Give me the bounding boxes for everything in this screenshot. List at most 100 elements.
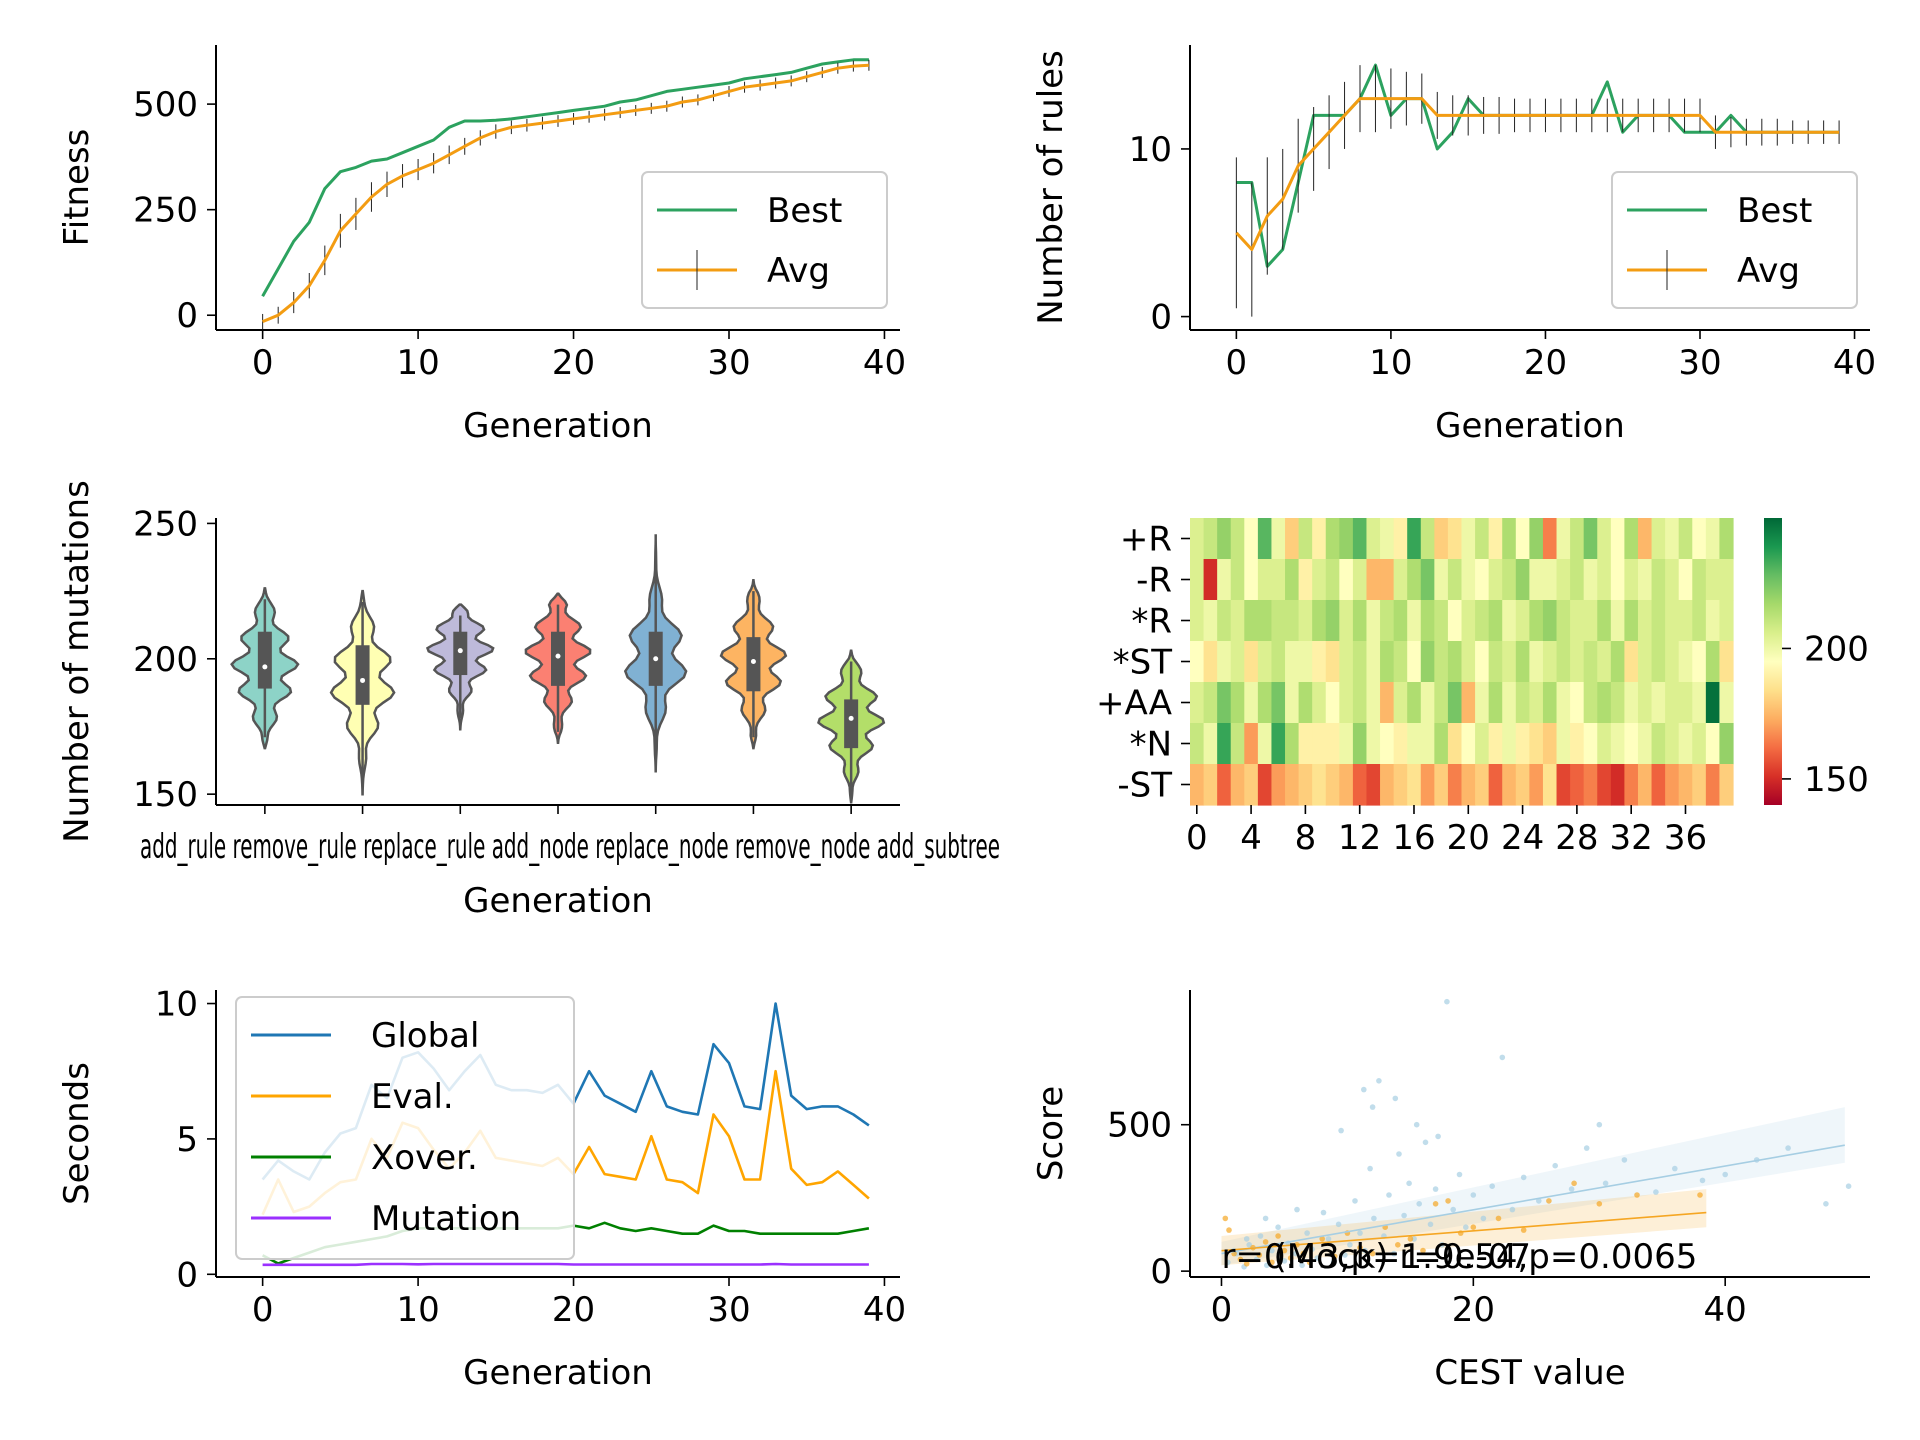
heatmap-cell <box>1556 600 1571 642</box>
heatmap-cell <box>1366 518 1381 560</box>
heatmap-col-label: 8 <box>1295 818 1317 858</box>
heatmap-cell <box>1285 764 1300 806</box>
heatmap-cell <box>1570 559 1585 601</box>
cest-point-orange <box>1237 1256 1244 1263</box>
violin-median <box>262 664 268 670</box>
heatmap-cell <box>1407 764 1422 806</box>
mutations-panel: 150 200 250 add_rule remove_rule replace_ru… <box>57 480 1000 921</box>
heatmap-cell <box>1651 764 1666 806</box>
heatmap-cell <box>1583 764 1598 806</box>
heatmap-cell <box>1678 559 1693 601</box>
heatmap-cell <box>1203 723 1218 765</box>
heatmap-col-label: 20 <box>1447 818 1490 858</box>
heatmap-cell <box>1719 682 1734 724</box>
cest-point-blue <box>1293 1250 1299 1257</box>
cest-point-blue <box>1357 1230 1363 1236</box>
heatmap-cell <box>1515 641 1530 683</box>
cest-point-blue <box>1391 1250 1397 1257</box>
heatmap-cell <box>1230 518 1245 560</box>
heatmap-cell <box>1312 764 1327 806</box>
heatmap-cell <box>1325 518 1340 560</box>
heatmap-row-label: -R <box>1136 561 1172 601</box>
rules-y-axis-label: Number of rules <box>1031 50 1071 325</box>
heatmap-cell <box>1624 600 1639 642</box>
heatmap-cell <box>1488 518 1503 560</box>
cest-point-blue <box>1463 1224 1469 1230</box>
fitness-y-tick-label: 0 <box>176 296 198 336</box>
heatmap-cell <box>1230 764 1245 806</box>
cest-point-blue <box>1456 1171 1463 1178</box>
timing-x-tick-label: 10 <box>396 1290 439 1330</box>
heatmap-cell <box>1610 764 1625 806</box>
heatmap-cell <box>1217 518 1232 560</box>
heatmap-row-label: -ST <box>1117 766 1172 806</box>
heatmap-cell <box>1447 764 1463 806</box>
heatmap-cell <box>1298 600 1313 642</box>
heatmap-cell <box>1285 559 1300 601</box>
heatmap-cell <box>1257 682 1273 724</box>
heatmap-cell <box>1597 600 1612 642</box>
cest-point-blue <box>1257 1233 1264 1239</box>
violin-box <box>257 631 272 689</box>
heatmap-cell <box>1529 518 1544 560</box>
heatmap-cell <box>1407 600 1422 642</box>
heatmap-cell <box>1515 764 1530 806</box>
heatmap-cell <box>1529 641 1544 683</box>
heatmap-cell <box>1257 764 1273 806</box>
heatmap-cell <box>1624 723 1639 765</box>
heatmap-cell <box>1230 682 1245 724</box>
heatmap-cell <box>1610 723 1625 765</box>
heatmap-cell <box>1352 518 1368 560</box>
heatmap-cell <box>1637 723 1653 765</box>
heatmap-cell <box>1556 682 1571 724</box>
mutations-x-axis-label: Generation <box>463 881 653 921</box>
heatmap-cell <box>1217 764 1232 806</box>
heatmap-cell <box>1312 559 1327 601</box>
heatmap-col-label: 4 <box>1240 818 1262 858</box>
heatmap-cell <box>1257 600 1273 642</box>
cest-point-orange <box>1432 1201 1439 1207</box>
heatmap-cell <box>1366 559 1381 601</box>
cest-point-blue <box>1413 1121 1420 1128</box>
cest-point-orange <box>1226 1227 1232 1233</box>
heatmap-cell <box>1515 518 1530 560</box>
cest-point-blue <box>1352 1198 1358 1204</box>
heatmap-cell <box>1651 641 1666 683</box>
cest-point-blue <box>1225 1259 1231 1266</box>
rules-x-tick-label: 10 <box>1369 343 1412 383</box>
cest-point-orange <box>1269 1259 1275 1266</box>
cest-point-orange <box>1634 1192 1640 1198</box>
heatmap-cell <box>1434 518 1449 560</box>
rules-legend-best-label: Best <box>1737 191 1812 231</box>
cest-point-orange <box>1596 1201 1603 1207</box>
cest-point-blue <box>1309 1246 1315 1252</box>
cest-fit-line <box>1221 1144 1845 1255</box>
heatmap-cell <box>1542 764 1558 806</box>
cest-point-orange <box>1395 1242 1401 1248</box>
heatmap-cell <box>1719 764 1734 806</box>
fitness-x-tick-label: 10 <box>396 343 439 383</box>
heatmap-cell <box>1610 600 1625 642</box>
heatmap-cell <box>1678 641 1693 683</box>
heatmap-cell <box>1610 641 1625 683</box>
heatmap-col-label: 24 <box>1501 818 1544 858</box>
heatmap-cell <box>1570 682 1585 724</box>
heatmap-cell <box>1352 723 1368 765</box>
heatmap-cell <box>1271 764 1286 806</box>
cest-point-blue <box>1621 1157 1628 1163</box>
heatmap-cell <box>1692 641 1707 683</box>
cest-point-blue <box>1470 1192 1477 1198</box>
cest-annotation-r: r=0.43,p=1.9e-07 <box>1221 1237 1531 1277</box>
heatmap-cell <box>1705 518 1721 560</box>
cest-point-orange <box>1546 1198 1552 1204</box>
heatmap-cell <box>1339 641 1354 683</box>
heatmap-cell <box>1257 641 1273 683</box>
heatmap-cell <box>1529 559 1544 601</box>
cest-point-blue <box>1422 1139 1429 1146</box>
heatmap-cell <box>1298 559 1313 601</box>
cest-point-blue <box>1342 1252 1348 1258</box>
cest-point-blue <box>1347 1242 1353 1248</box>
heatmap-cell <box>1488 723 1503 765</box>
heatmap-cell <box>1285 682 1300 724</box>
heatmap-panel: +R-R*R*ST+AA*N-ST 0 4 8 12 16 20 24 28 32 36 150 200 <box>1096 518 1869 858</box>
